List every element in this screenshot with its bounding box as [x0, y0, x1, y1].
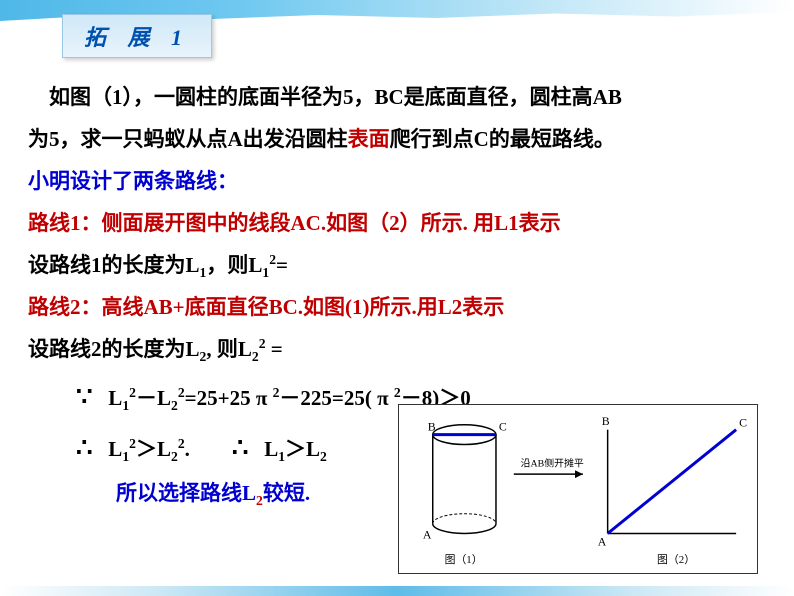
label-b1: B [428, 420, 436, 434]
title-text: 拓 展 1 [84, 20, 190, 52]
label-c1: C [499, 420, 507, 434]
fig1-caption: 图（1） [445, 553, 483, 566]
arrow-label: 沿AB侧开摊平 [521, 456, 584, 469]
bottom-band-decoration [0, 586, 794, 596]
line-ac-2 [608, 430, 736, 534]
let-2: 设路线2的长度为L2, 则L22 = [28, 330, 766, 370]
cylinder-bottom-front [433, 524, 496, 534]
label-a2: A [598, 534, 607, 548]
paragraph-1-line-2: 为5，求一只蚂蚁从点A出发沿圆柱表面爬行到点C的最短路线。 [28, 120, 766, 160]
let-1: 设路线1的长度为L1，则L12= [28, 246, 766, 286]
cylinder-bottom-back [433, 514, 496, 524]
figure-area: B C A 图（1） 沿AB侧开摊平 B C A 图（2） [398, 404, 758, 574]
route-2: 路线2：高线AB+底面直径BC.如图(1)所示.用L2表示 [28, 288, 766, 328]
figure-svg: B C A 图（1） 沿AB侧开摊平 B C A 图（2） [399, 405, 757, 573]
route-1: 路线1：侧面展开图中的线段AC.如图（2）所示. 用L1表示 [28, 204, 766, 244]
title-box: 拓 展 1 [62, 14, 212, 58]
paragraph-1-line-1: 如图（1），一圆柱的底面半径为5，BC是底面直径，圆柱高AB [28, 78, 766, 118]
label-b2: B [602, 414, 610, 428]
arrow-head [575, 470, 583, 478]
paragraph-2: 小明设计了两条路线： [28, 162, 766, 202]
fig2-caption: 图（2） [657, 553, 695, 566]
label-a1: A [423, 527, 432, 541]
label-c2: C [739, 416, 747, 430]
